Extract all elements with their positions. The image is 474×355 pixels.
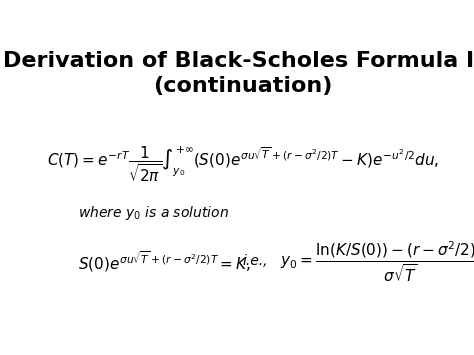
- Text: $y_0 = \dfrac{\ln(K/S(0)) - (r - \sigma^2/2)T}{\sigma\sqrt{T}}$: $y_0 = \dfrac{\ln(K/S(0)) - (r - \sigma^…: [280, 239, 474, 284]
- Text: $C(T) = e^{-rT}\dfrac{1}{\sqrt{2\pi}}\int_{y_0}^{+\infty}(S(0)e^{\sigma u\sqrt{T: $C(T) = e^{-rT}\dfrac{1}{\sqrt{2\pi}}\in…: [47, 144, 439, 184]
- Text: i.e.,: i.e.,: [243, 254, 268, 268]
- Text: Derivation of Black-Scholes Formula II
(continuation): Derivation of Black-Scholes Formula II (…: [3, 51, 474, 95]
- Text: where $y_0$ is a solution: where $y_0$ is a solution: [78, 204, 228, 223]
- Text: $S(0)e^{\sigma u\sqrt{T}+(r-\sigma^2/2)T} = K,$: $S(0)e^{\sigma u\sqrt{T}+(r-\sigma^2/2)T…: [78, 249, 251, 274]
